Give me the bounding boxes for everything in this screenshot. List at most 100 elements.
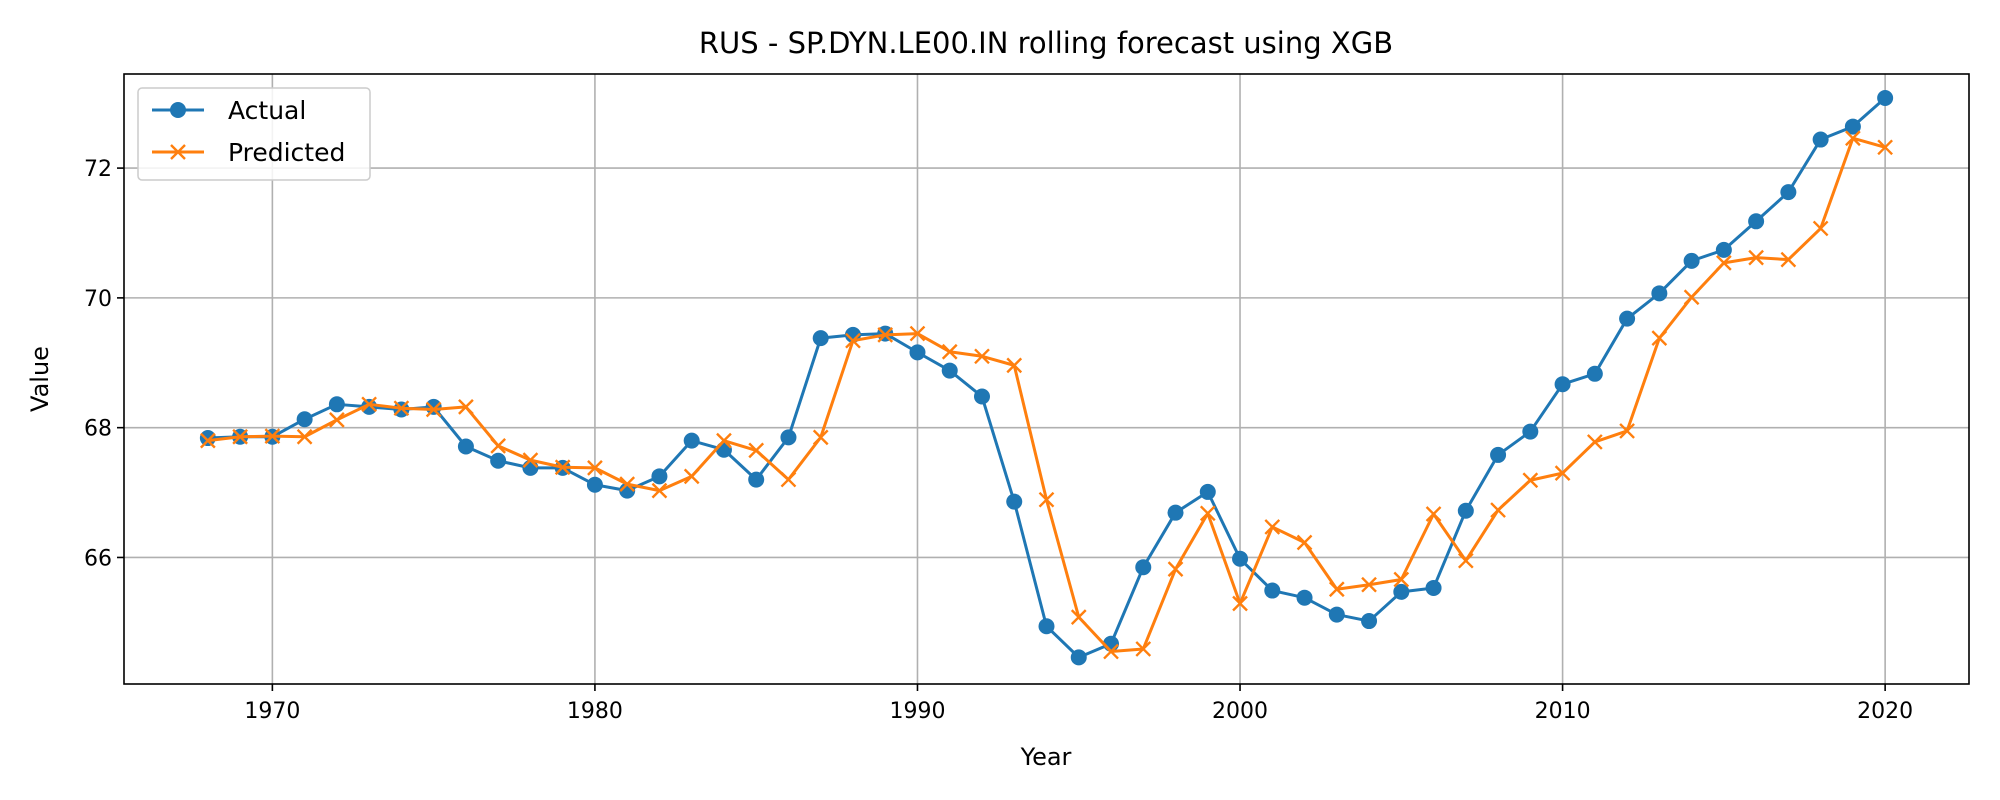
chart-title: RUS - SP.DYN.LE00.IN rolling forecast us… bbox=[699, 26, 1393, 60]
data-point-actual bbox=[1167, 504, 1184, 521]
data-point-predicted bbox=[1619, 423, 1635, 439]
data-point-actual bbox=[1361, 613, 1378, 630]
data-point-actual bbox=[1522, 423, 1539, 440]
data-point-actual bbox=[1296, 589, 1313, 606]
legend-label-actual: Actual bbox=[228, 96, 306, 125]
data-point-actual bbox=[1264, 582, 1281, 599]
x-tick-label: 2000 bbox=[1212, 699, 1268, 724]
data-point-predicted bbox=[296, 428, 313, 445]
data-point-actual bbox=[457, 438, 474, 455]
data-point-predicted bbox=[425, 401, 442, 418]
data-point-actual bbox=[1425, 579, 1442, 596]
data-point-predicted bbox=[1877, 139, 1893, 156]
data-point-actual bbox=[1812, 131, 1829, 148]
data-point-actual bbox=[1490, 446, 1507, 463]
data-point-predicted bbox=[619, 476, 636, 492]
data-point-actual bbox=[1006, 493, 1023, 510]
y-tick-label: 72 bbox=[84, 157, 112, 182]
data-point-actual bbox=[973, 388, 990, 405]
data-point-predicted bbox=[1006, 357, 1023, 374]
data-point-predicted bbox=[651, 482, 668, 499]
plot-area-frame bbox=[123, 73, 1970, 685]
data-point-predicted bbox=[200, 432, 216, 449]
legend-marker-actual bbox=[170, 102, 186, 118]
x-axis-label: Year bbox=[1020, 743, 1072, 771]
data-point-actual bbox=[1586, 365, 1603, 382]
data-point-predicted bbox=[941, 343, 958, 360]
data-point-predicted bbox=[1522, 472, 1539, 489]
data-point-actual bbox=[1683, 252, 1700, 269]
data-point-predicted bbox=[490, 437, 507, 454]
series-predicted bbox=[200, 130, 1893, 660]
data-point-actual bbox=[748, 471, 765, 488]
legend-entry-actual: Actual bbox=[152, 96, 306, 125]
data-point-actual bbox=[1457, 502, 1474, 519]
data-point-predicted bbox=[974, 348, 990, 365]
data-point-predicted bbox=[845, 332, 861, 349]
data-point-actual bbox=[1780, 184, 1797, 201]
data-point-predicted bbox=[1393, 571, 1410, 588]
data-point-actual bbox=[1619, 310, 1636, 327]
x-tick-label: 1990 bbox=[889, 699, 945, 724]
data-point-predicted bbox=[683, 468, 700, 485]
data-point-predicted bbox=[1748, 249, 1764, 266]
data-point-predicted bbox=[1296, 534, 1313, 551]
data-point-predicted bbox=[1586, 434, 1603, 450]
data-point-predicted bbox=[1038, 491, 1055, 508]
grid bbox=[124, 74, 1969, 684]
data-point-predicted bbox=[361, 396, 377, 413]
legend-entry-predicted: Predicted bbox=[152, 138, 345, 167]
y-tick-label: 66 bbox=[84, 546, 112, 571]
data-point-predicted bbox=[329, 412, 345, 428]
data-point-actual bbox=[361, 398, 378, 415]
data-point-predicted bbox=[812, 429, 829, 446]
data-point-predicted bbox=[1232, 595, 1248, 612]
y-axis-label: Value bbox=[26, 346, 54, 412]
data-point-predicted bbox=[1490, 502, 1506, 518]
x-tick-label: 1970 bbox=[244, 699, 300, 724]
data-point-actual bbox=[586, 476, 603, 493]
y-tick-label: 68 bbox=[84, 417, 112, 442]
data-point-actual bbox=[1393, 583, 1410, 600]
data-point-predicted bbox=[1199, 505, 1216, 522]
legend: Actual Predicted bbox=[137, 87, 371, 181]
data-point-actual bbox=[780, 429, 797, 446]
data-point-predicted bbox=[877, 327, 894, 343]
data-point-predicted bbox=[716, 432, 732, 449]
y-tick-label: 70 bbox=[84, 287, 112, 312]
series-line-predicted bbox=[207, 136, 1886, 654]
data-point-predicted bbox=[1425, 506, 1442, 522]
data-point-actual bbox=[1748, 213, 1765, 230]
x-tick-label: 2010 bbox=[1535, 699, 1591, 724]
data-point-actual bbox=[1070, 649, 1087, 666]
series-layer bbox=[199, 90, 1894, 666]
data-point-predicted bbox=[1651, 330, 1668, 346]
data-point-predicted bbox=[1103, 643, 1119, 660]
data-point-actual bbox=[1199, 483, 1216, 500]
data-point-predicted bbox=[1780, 251, 1797, 268]
data-point-actual bbox=[425, 398, 442, 415]
data-point-predicted bbox=[1716, 254, 1732, 271]
data-point-actual bbox=[1715, 241, 1732, 258]
data-point-actual bbox=[1328, 606, 1345, 623]
data-point-predicted bbox=[1683, 289, 1700, 306]
legend-label-predicted: Predicted bbox=[228, 138, 345, 167]
x-tick-label: 2020 bbox=[1857, 699, 1913, 724]
data-point-predicted bbox=[1457, 552, 1474, 569]
data-point-predicted bbox=[458, 399, 474, 415]
data-point-predicted bbox=[232, 428, 248, 445]
data-point-actual bbox=[1877, 90, 1894, 107]
data-point-predicted bbox=[1361, 576, 1377, 593]
series-actual bbox=[199, 90, 1894, 666]
data-point-predicted bbox=[1264, 519, 1281, 535]
data-point-predicted bbox=[1554, 465, 1571, 481]
data-point-predicted bbox=[393, 400, 410, 417]
data-point-actual bbox=[812, 330, 829, 347]
data-point-predicted bbox=[1812, 220, 1829, 237]
data-point-predicted bbox=[909, 325, 926, 342]
data-point-actual bbox=[1135, 559, 1152, 576]
data-point-actual bbox=[199, 430, 216, 447]
data-point-actual bbox=[715, 441, 732, 458]
